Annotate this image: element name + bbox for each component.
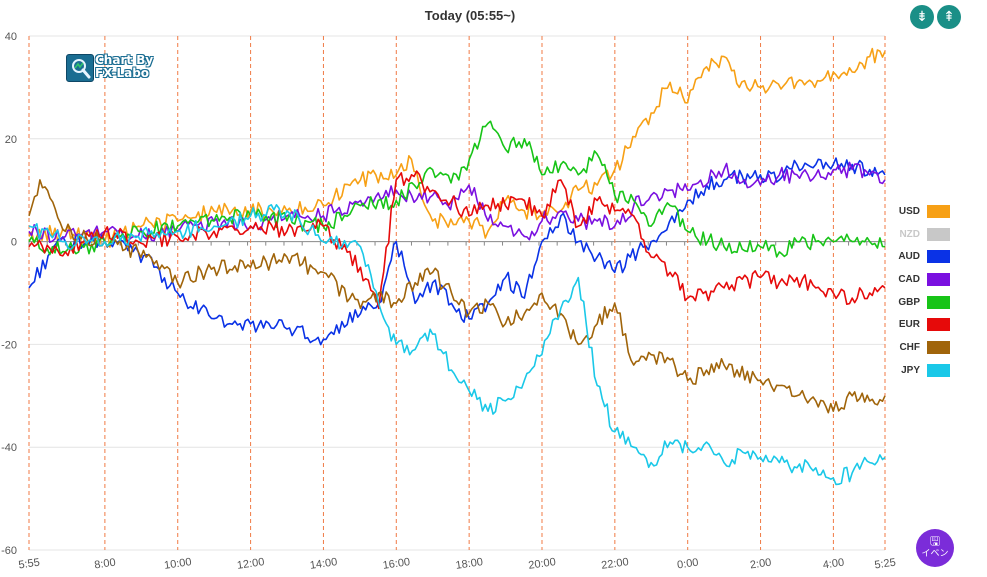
event-button[interactable]: 🖫 イベン [916, 529, 954, 567]
logo-line-1: Chart By [95, 53, 154, 67]
chart-axes: 40 20 0 -20 -40 -605:55 8:00 10:00 12:00 14:00 16:… [1, 31, 896, 572]
legend-swatch [927, 363, 950, 377]
legend-item-eur[interactable]: EUR [897, 316, 957, 339]
expand-vertical-icon[interactable]: ⇞ [937, 5, 961, 29]
x-tick-label: 8:00 [94, 557, 117, 572]
legend-swatch [927, 250, 950, 264]
x-tick-label: 5:25 [874, 557, 897, 572]
legend-item-usd[interactable]: USD [897, 203, 957, 226]
x-tick-label: 16:00 [382, 556, 411, 572]
series-line-cad [28, 161, 886, 243]
x-tick-label: 5:55 [18, 557, 41, 572]
series-line-gbp [28, 120, 886, 258]
series-line-aud [28, 157, 886, 346]
legend-item-nzd[interactable]: NZD [897, 226, 957, 249]
legend-label: USD [898, 206, 920, 217]
x-tick-label: 4:00 [822, 557, 845, 572]
x-tick-label: 14:00 [309, 556, 338, 572]
legend-label: AUD [898, 251, 920, 263]
logo-line-2: FX-Labo [95, 66, 150, 80]
series-line-eur [28, 170, 886, 310]
x-tick-label: 10:00 [163, 556, 192, 572]
y-tick-label: -60 [1, 545, 17, 557]
legend-item-gbp[interactable]: GBP [897, 294, 957, 317]
legend-swatch [927, 205, 950, 218]
event-button-label: イベン [921, 549, 949, 559]
x-tick-label: 20:00 [528, 556, 557, 572]
legend-label: CAD [898, 274, 920, 286]
save-icon: 🖫 [929, 534, 941, 548]
chart-series [28, 47, 886, 486]
legend-label: GBP [898, 296, 920, 308]
legend-swatch [927, 295, 950, 309]
y-tick-label: -20 [1, 339, 17, 351]
legend-item-cad[interactable]: CAD [897, 271, 957, 294]
y-tick-label: 0 [11, 237, 17, 249]
legend-label: JPY [901, 364, 920, 376]
logo-text: Chart By FX-Labo [95, 54, 153, 80]
legend-swatch [927, 318, 950, 332]
chart-magnifier-icon [66, 54, 94, 82]
series-line-chf [28, 179, 886, 414]
x-tick-label: 2:00 [749, 557, 772, 572]
x-tick-label: 0:00 [676, 557, 699, 572]
x-tick-label: 18:00 [455, 556, 484, 572]
legend-swatch [927, 273, 950, 287]
x-tick-label: 12:00 [236, 556, 265, 572]
x-tick-label: 22:00 [601, 556, 630, 572]
legend-swatch [927, 341, 950, 355]
logo: Chart By FX-Labo [66, 54, 158, 82]
legend-swatch [927, 227, 950, 241]
legend-item-jpy[interactable]: JPY [897, 362, 957, 385]
series-line-jpy [28, 204, 886, 486]
legend-item-chf[interactable]: CHF [897, 339, 957, 362]
y-tick-label: 20 [5, 134, 17, 146]
chart-legend: USD NZD AUD CAD GBP EUR CHF JPY [897, 203, 957, 385]
compress-vertical-icon[interactable]: ⇟ [910, 5, 934, 29]
y-tick-label: 40 [5, 31, 17, 43]
y-tick-label: -40 [1, 442, 17, 454]
legend-label: NZD [899, 228, 920, 240]
legend-item-aud[interactable]: AUD [897, 248, 957, 271]
chart-grid [28, 35, 886, 551]
legend-label: EUR [898, 319, 920, 331]
chart-title: Today (05:55~) [424, 8, 516, 23]
series-line-usd [28, 47, 886, 248]
legend-label: CHF [899, 342, 920, 354]
